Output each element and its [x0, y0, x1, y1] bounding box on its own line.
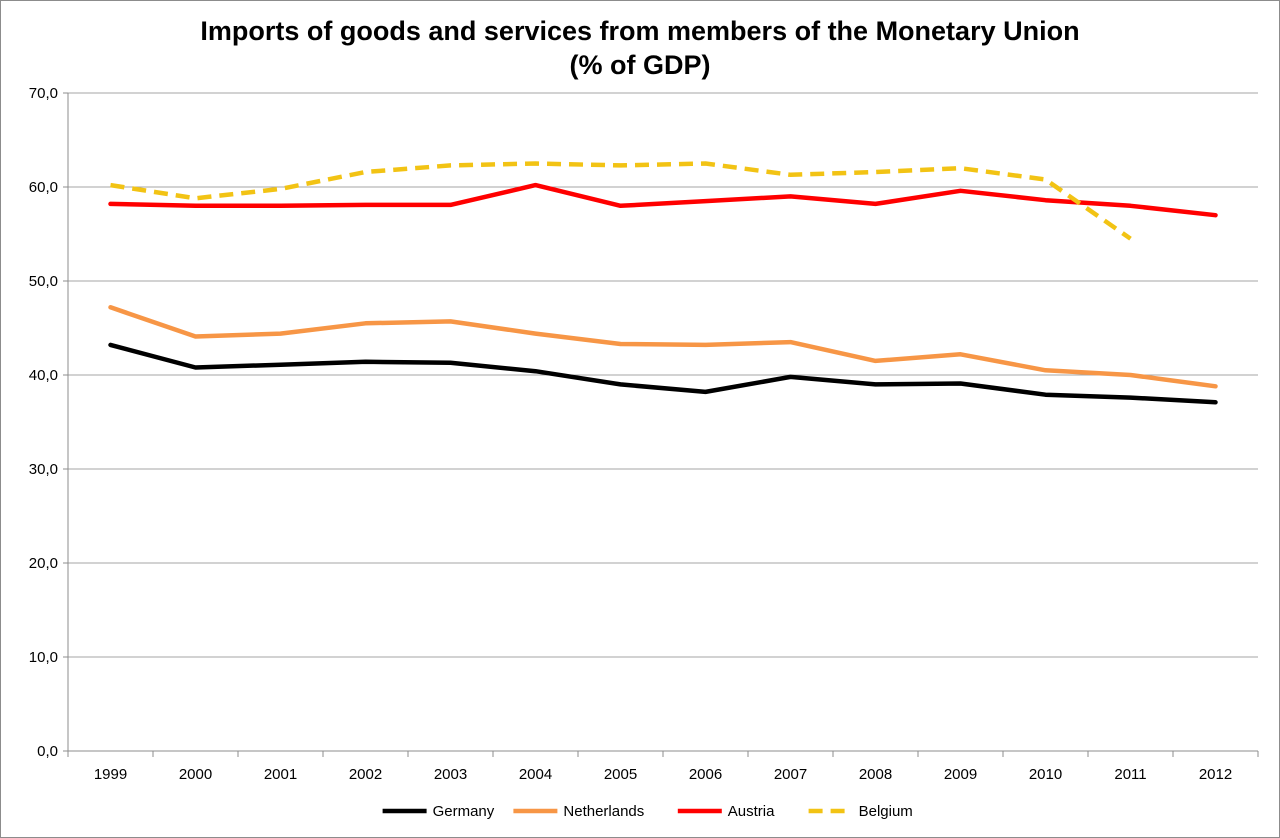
y-axis-tick-labels: 0,0 10,0 20,0 30,0 40,0 50,0 60,0 70,0 [29, 85, 58, 760]
x-axis-tick-labels: 1999 2000 2001 2002 2003 2004 2005 2006 2007 2008… [94, 766, 1232, 783]
x-tick-label: 2004 [519, 766, 552, 783]
legend-label: Austria [728, 803, 775, 820]
y-tick-label: 60,0 [29, 179, 58, 196]
series-lines [108, 161, 1218, 405]
x-tick-label: 2006 [689, 766, 722, 783]
y-tick-label: 50,0 [29, 273, 58, 290]
y-tick-label: 70,0 [29, 85, 58, 102]
y-tick-label: 30,0 [29, 461, 58, 478]
legend-item-germany: Germany [382, 803, 495, 820]
x-tick-label: 1999 [94, 766, 127, 783]
legend: Germany Netherlands Austria Belgium [382, 803, 913, 820]
x-tick-label: 2003 [434, 766, 467, 783]
series-line-germany [108, 342, 1218, 405]
x-tick-label: 2010 [1029, 766, 1062, 783]
axes [63, 92, 1259, 757]
legend-label: Germany [433, 803, 495, 820]
x-tick-label: 2000 [179, 766, 212, 783]
x-tick-label: 2005 [604, 766, 637, 783]
x-tick-label: 2001 [264, 766, 297, 783]
chart-title-block: Imports of goods and services from membe… [0, 14, 1280, 82]
series-line-austria [108, 182, 1218, 218]
legend-item-austria: Austria [677, 803, 775, 820]
y-tick-label: 0,0 [37, 743, 58, 760]
x-tick-label: 2007 [774, 766, 807, 783]
gridlines [68, 92, 1258, 658]
y-tick-label: 10,0 [29, 649, 58, 666]
y-tick-label: 40,0 [29, 367, 58, 384]
series-line-belgium [110, 161, 1132, 241]
legend-label: Belgium [859, 803, 913, 820]
x-tick-label: 2009 [944, 766, 977, 783]
chart-subtitle: (% of GDP) [569, 50, 711, 80]
x-tick-label: 2008 [859, 766, 892, 783]
series-line-netherlands [108, 305, 1218, 389]
x-tick-label: 2012 [1199, 766, 1232, 783]
x-tick-label: 2002 [349, 766, 382, 783]
legend-item-belgium: Belgium [808, 803, 913, 820]
legend-label: Netherlands [563, 803, 644, 820]
chart-title: Imports of goods and services from membe… [200, 16, 1080, 46]
x-tick-label: 2011 [1114, 766, 1146, 783]
y-tick-label: 20,0 [29, 555, 58, 572]
legend-item-netherlands: Netherlands [513, 803, 644, 820]
